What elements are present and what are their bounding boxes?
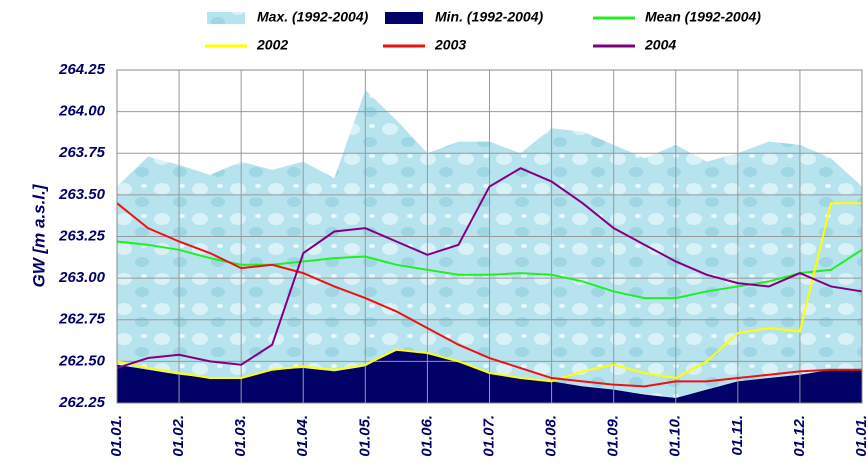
- y-tick-label: 263.50: [58, 186, 106, 203]
- y-tick-label: 262.50: [58, 352, 106, 369]
- x-tick-label: 01.08.: [543, 415, 560, 457]
- legend-label: Mean (1992-2004): [645, 9, 761, 25]
- legend-swatch: [207, 12, 245, 24]
- legend-label: 2004: [644, 37, 676, 53]
- legend-label: Min. (1992-2004): [435, 9, 543, 25]
- legend-label: 2002: [256, 37, 288, 53]
- y-tick-label: 264.25: [58, 61, 106, 78]
- y-axis-label: GW [m a.s.l.]: [29, 183, 48, 287]
- x-tick-label: 01.06.: [418, 415, 435, 457]
- y-tick-label: 263.25: [58, 227, 106, 244]
- y-tick-label: 264.00: [58, 103, 106, 120]
- x-tick-label: 01.04.: [294, 415, 311, 457]
- legend-swatch: [385, 12, 423, 24]
- legend-label: 2003: [434, 37, 466, 53]
- x-tick-label: 01.01.: [853, 415, 868, 457]
- x-tick-label: 01.02.: [170, 415, 187, 457]
- x-tick-label: 01.12.: [791, 415, 808, 457]
- y-tick-label: 263.75: [58, 144, 106, 161]
- x-tick-label: 01.09.: [605, 415, 622, 457]
- x-tick-label: 01.03.: [232, 415, 249, 457]
- x-tick-label: 01.07.: [480, 415, 497, 457]
- legend-label: Max. (1992-2004): [257, 9, 369, 25]
- x-tick-label: 01.05.: [356, 415, 373, 457]
- x-tick-label: 01.10.: [667, 415, 684, 457]
- y-tick-label: 262.75: [58, 311, 106, 328]
- chart: GW [m a.s.l.] Max. (1992-2004) Min. (1992…: [0, 0, 868, 475]
- x-tick-label: 01.01.: [108, 415, 125, 457]
- y-tick-label: 263.00: [58, 269, 106, 286]
- x-tick-label: 01.11.: [729, 415, 746, 456]
- y-tick-label: 262.25: [58, 394, 106, 411]
